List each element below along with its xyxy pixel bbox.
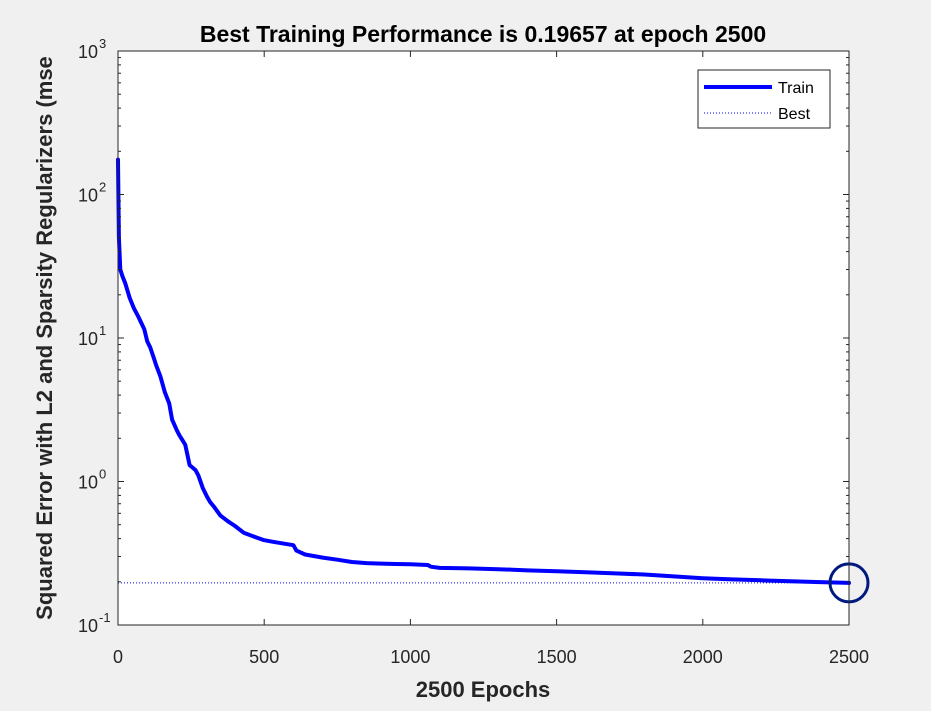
- legend-box: [697, 69, 831, 129]
- legend-train-label: Train: [778, 80, 814, 97]
- x-tick-label: 1000: [390, 647, 430, 667]
- plot-area: [118, 51, 849, 625]
- y-tick-exponent: 1: [99, 323, 106, 338]
- y-tick-exponent: 3: [99, 36, 106, 51]
- x-tick-label: 2000: [683, 647, 723, 667]
- y-tick-label: 10: [78, 42, 98, 62]
- y-tick-exponent: 2: [99, 180, 106, 195]
- chart-title: Best Training Performance is 0.19657 at …: [200, 21, 766, 47]
- y-axis-label: Squared Error with L2 and Sparsity Regul…: [32, 56, 57, 620]
- y-tick-label: 10: [78, 186, 98, 206]
- y-tick-exponent: 0: [99, 467, 106, 482]
- x-tick-label: 500: [249, 647, 279, 667]
- x-tick-label: 0: [113, 647, 123, 667]
- best-reference-lines: [118, 51, 850, 625]
- legend: Train Best: [697, 69, 831, 129]
- y-tick-label: 10: [78, 473, 98, 493]
- legend-best-label: Best: [778, 106, 811, 123]
- x-tick-label: 1500: [537, 647, 577, 667]
- train-series: [116, 157, 851, 585]
- x-axis-label: 2500 Epochs: [416, 677, 551, 702]
- y-tick-exponent: -1: [99, 610, 111, 625]
- train-line: [116, 157, 851, 585]
- x-axis-ticks: 0 500 1000 1500 2000 2500: [113, 51, 869, 667]
- y-tick-label: 10: [78, 616, 98, 636]
- y-tick-label: 10: [78, 329, 98, 349]
- x-tick-label: 2500: [829, 647, 869, 667]
